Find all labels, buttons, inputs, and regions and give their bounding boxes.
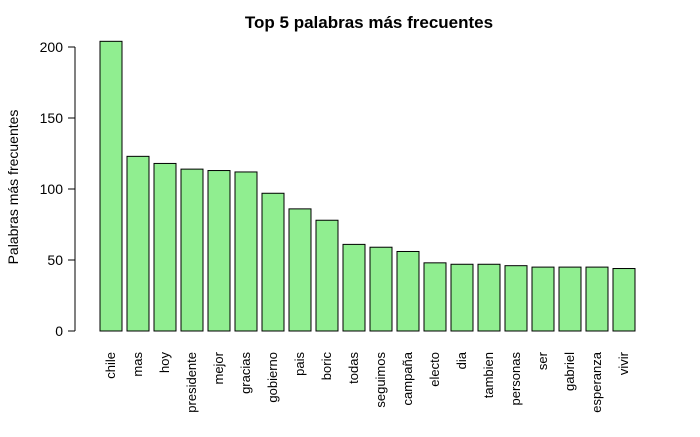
category-label: boric bbox=[319, 352, 334, 381]
bar-boric bbox=[315, 219, 339, 332]
bar-hoy bbox=[153, 162, 177, 332]
category-label: tambien bbox=[481, 352, 496, 398]
category-label: esperanza bbox=[589, 351, 604, 412]
category-label: gracias bbox=[238, 352, 253, 394]
category-label: personas bbox=[508, 352, 523, 406]
category-label: seguimos bbox=[373, 352, 388, 408]
bars-group bbox=[99, 40, 636, 332]
category-labels: chile mas hoy presidente mejor gracias gobiern… bbox=[103, 351, 631, 412]
bar-pais bbox=[288, 208, 312, 332]
category-label: presidente bbox=[184, 352, 199, 413]
category-label: mas bbox=[130, 352, 145, 377]
bar-electo bbox=[423, 262, 447, 332]
y-tick-label: 150 bbox=[40, 110, 64, 126]
bar-seguimos bbox=[369, 246, 393, 332]
chart-title: Top 5 palabras más frecuentes bbox=[245, 13, 493, 32]
bar-tambien bbox=[477, 263, 501, 332]
bar-todas bbox=[342, 243, 366, 332]
category-label: dia bbox=[454, 351, 469, 369]
category-label: campaña bbox=[400, 351, 415, 405]
category-label: gobierno bbox=[265, 352, 280, 403]
bar-mas bbox=[126, 155, 150, 332]
bar-dia bbox=[450, 263, 474, 332]
bar-campaña bbox=[396, 250, 420, 332]
category-label: vivir bbox=[616, 351, 631, 375]
bar-esperanza bbox=[585, 266, 609, 332]
category-label: electo bbox=[427, 352, 442, 387]
bar-personas bbox=[504, 265, 528, 332]
bar-gobierno bbox=[261, 192, 285, 332]
bar-ser bbox=[531, 266, 555, 332]
category-label: gabriel bbox=[562, 352, 577, 391]
bar-presidente bbox=[180, 168, 204, 332]
bar-gabriel bbox=[558, 266, 582, 332]
y-axis: 0 50 100 150 200 bbox=[40, 39, 76, 339]
category-label: pais bbox=[292, 352, 307, 376]
y-tick-label: 0 bbox=[55, 323, 63, 339]
bar-chile bbox=[99, 40, 123, 332]
category-label: todas bbox=[346, 352, 361, 384]
y-axis-label: Palabras más frecuentes bbox=[5, 110, 21, 265]
y-tick-label: 200 bbox=[40, 39, 64, 55]
category-label: ser bbox=[535, 351, 550, 370]
category-label: mejor bbox=[211, 351, 226, 384]
category-label: hoy bbox=[157, 352, 172, 373]
y-tick-label: 100 bbox=[40, 181, 64, 197]
bar-mejor bbox=[207, 170, 231, 332]
category-label: chile bbox=[103, 352, 118, 379]
bar-vivir bbox=[612, 268, 636, 332]
y-tick-label: 50 bbox=[47, 252, 63, 268]
bar-gracias bbox=[234, 171, 258, 332]
